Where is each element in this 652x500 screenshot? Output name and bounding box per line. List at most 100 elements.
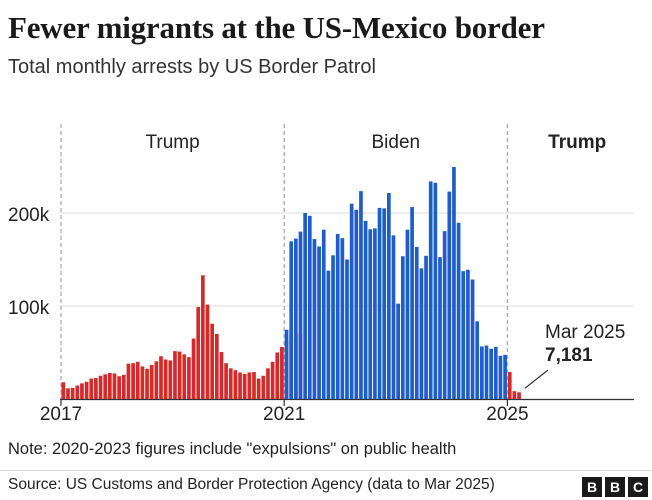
bar xyxy=(126,363,131,399)
bar xyxy=(507,372,512,399)
bar xyxy=(470,279,475,399)
bar xyxy=(163,359,168,399)
x-tick-label: 2025 xyxy=(486,404,528,425)
bar xyxy=(80,383,84,399)
bar xyxy=(117,376,121,399)
bar xyxy=(219,352,224,399)
bar xyxy=(331,255,335,399)
bar xyxy=(456,222,461,399)
footer-divider xyxy=(0,470,652,471)
bar xyxy=(335,233,340,399)
logo-letter: B xyxy=(605,477,625,497)
bar xyxy=(442,231,447,399)
bar xyxy=(359,191,363,399)
bar xyxy=(373,228,377,399)
bar xyxy=(303,213,307,399)
bar xyxy=(131,363,135,399)
bar xyxy=(210,323,214,399)
bar xyxy=(252,372,256,399)
bar xyxy=(177,351,182,399)
bar xyxy=(103,374,108,399)
bar xyxy=(135,361,140,399)
annotation-value: 7,181 xyxy=(545,345,593,366)
bar xyxy=(363,220,368,399)
bar xyxy=(289,241,294,399)
bar xyxy=(321,229,326,399)
bar xyxy=(89,378,94,399)
bar xyxy=(224,363,228,399)
bar xyxy=(168,360,173,399)
bar xyxy=(349,203,354,399)
bar xyxy=(98,375,103,399)
bar xyxy=(270,361,275,399)
bar xyxy=(428,181,433,399)
bar xyxy=(256,378,261,399)
bar xyxy=(242,373,247,399)
bar xyxy=(233,370,238,399)
y-tick-label: 100k xyxy=(8,298,50,319)
bar xyxy=(382,208,387,399)
bar xyxy=(149,365,154,399)
source-text: Source: US Customs and Border Protection… xyxy=(8,476,495,493)
bar xyxy=(461,271,466,399)
period-label: Trump xyxy=(548,132,606,153)
chart-subtitle: Total monthly arrests by US Border Patro… xyxy=(8,56,376,78)
bar xyxy=(187,357,191,399)
period-label: Biden xyxy=(371,132,420,153)
bar xyxy=(503,354,507,399)
bar xyxy=(154,361,159,399)
bar xyxy=(238,372,242,399)
bar xyxy=(247,372,252,399)
bar xyxy=(368,229,373,399)
bar xyxy=(191,338,196,399)
period-label: Trump xyxy=(145,132,199,153)
bar xyxy=(294,238,298,399)
chart-title: Fewer migrants at the US-Mexico border xyxy=(8,10,545,45)
bar xyxy=(438,257,442,399)
logo-letter: C xyxy=(628,477,648,497)
annotation-label: Mar 2025 xyxy=(545,322,625,343)
bar xyxy=(84,381,89,399)
logo-letter: B xyxy=(582,477,602,497)
bar xyxy=(419,268,424,399)
bar xyxy=(433,182,438,399)
bar xyxy=(424,255,428,399)
bar xyxy=(317,246,321,399)
bar xyxy=(280,346,284,399)
bar xyxy=(201,275,205,399)
y-tick-label: 200k xyxy=(8,205,50,226)
bar xyxy=(75,385,80,399)
bar xyxy=(275,352,280,399)
bar xyxy=(447,191,452,399)
bar xyxy=(475,321,480,399)
bar xyxy=(396,303,400,399)
bar xyxy=(345,259,349,399)
bar xyxy=(173,351,177,399)
bar xyxy=(414,246,419,399)
bar xyxy=(121,374,126,399)
bar xyxy=(266,368,270,399)
bar xyxy=(261,375,266,399)
bar xyxy=(205,304,210,399)
annotation-leader-line xyxy=(524,369,549,389)
bar xyxy=(145,368,149,399)
bar xyxy=(340,238,345,399)
bar xyxy=(108,372,112,399)
bar xyxy=(489,348,493,399)
bar xyxy=(512,391,517,399)
bar xyxy=(196,306,201,399)
bar xyxy=(400,256,405,399)
bar xyxy=(182,354,187,399)
bar xyxy=(284,329,289,399)
bar xyxy=(466,269,470,399)
bar xyxy=(452,166,456,399)
bar xyxy=(159,356,163,399)
bar xyxy=(326,270,331,399)
bar xyxy=(377,207,382,399)
bar xyxy=(410,206,414,399)
bar xyxy=(70,388,75,399)
bar xyxy=(498,355,503,399)
bar xyxy=(66,388,70,399)
arrests-bar-chart: 100k 200k Trump Biden Trump 2017 2021 2025 Mar 2… xyxy=(8,124,634,425)
bar xyxy=(391,235,396,399)
